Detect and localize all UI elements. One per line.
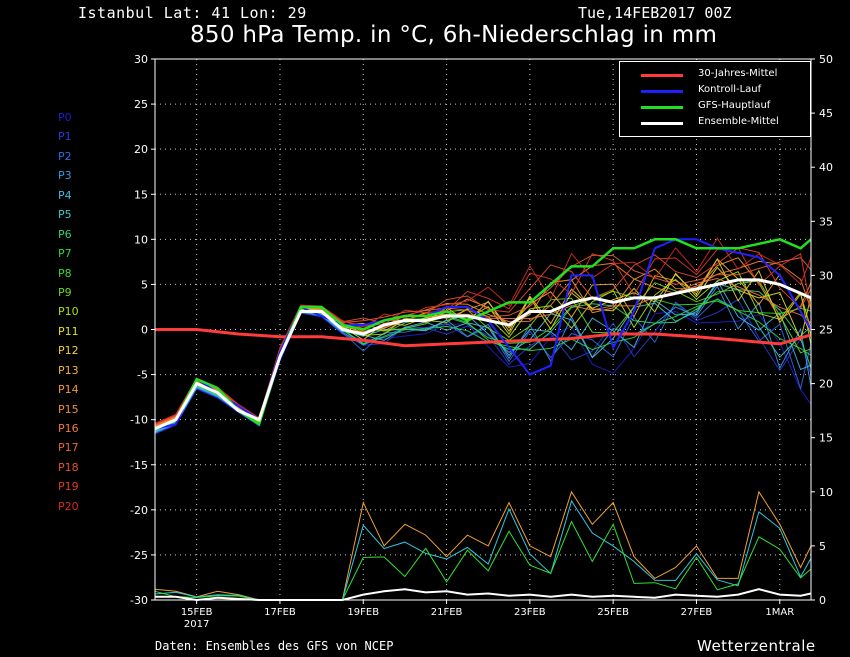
legend-label: Ensemble-Mittel (698, 116, 779, 127)
member-label: P1 (58, 130, 72, 144)
member-line-p11 (154, 266, 812, 429)
x-tick-label: 21FEB (431, 607, 463, 618)
y2-tick-label: 35 (819, 215, 833, 228)
y2-tick-label: 20 (819, 378, 833, 391)
data-credit: Daten: Ensembles des GFS von NCEP (155, 639, 394, 653)
y-tick-label: -20 (130, 504, 148, 517)
x-tick-label: 27FEB (681, 607, 713, 618)
y-tick-label: -30 (130, 594, 148, 607)
legend-label: Kontroll-Lauf (698, 84, 762, 95)
member-list: P0 P1 P2 P3 P4 P5 P6 P7 P8 P9 P10 P11 P12 P13 P14 P15 P1… (58, 108, 79, 516)
x-tick-label: 19FEB (347, 607, 379, 618)
member-label: P18 (58, 460, 79, 474)
member-label: P14 (58, 383, 79, 397)
precip-max-line (154, 490, 812, 601)
legend-swatch (641, 122, 683, 125)
temperature-lines (154, 237, 812, 431)
x-tick-label: 17FEB (264, 607, 296, 618)
member-label: P15 (58, 402, 79, 416)
chart-title: 850 hPa Temp. in °C, 6h-Niederschlag in … (190, 22, 718, 48)
member-label: P16 (58, 422, 79, 435)
member-label: P17 (58, 441, 79, 455)
x-tick-label: 23FEB (514, 607, 546, 618)
legend-item-mean: Ensemble-Mittel (620, 115, 810, 131)
y-tick-label: -5 (137, 369, 148, 382)
y2-tick-label: 45 (819, 107, 833, 120)
member-label: P11 (58, 324, 79, 338)
member-label: P20 (58, 499, 79, 513)
y-tick-label: 5 (141, 278, 148, 291)
y-tick-label: -10 (130, 414, 148, 427)
legend-item-main: GFS-Hauptlauf (620, 99, 810, 115)
y-tick-label: 0 (141, 324, 148, 337)
y2-tick-label: 10 (819, 486, 833, 499)
member-label: P6 (58, 227, 72, 241)
precip-member-line (154, 520, 812, 601)
member-label: P13 (58, 363, 79, 377)
member-label: P7 (58, 247, 72, 261)
member-line-p17 (154, 254, 812, 426)
member-label: P0 (58, 111, 72, 124)
y-tick-label: 25 (134, 98, 148, 111)
legend-label: 30-Jahres-Mittel (698, 68, 778, 79)
run-time-label: Tue,14FEB2017 00Z (578, 4, 732, 22)
y-tick-label: -15 (130, 459, 148, 472)
y2-tick-label: 50 (819, 53, 833, 66)
member-label: P8 (58, 266, 72, 280)
legend-swatch (641, 90, 683, 93)
x-tick-label: 15FEB (181, 607, 213, 618)
y2-tick-label: 0 (819, 594, 826, 607)
location-label: Istanbul Lat: 41 Lon: 29 (78, 4, 307, 22)
member-label: P19 (58, 480, 79, 494)
ensemble-mean-line (154, 278, 812, 431)
y2-tick-label: 30 (819, 269, 833, 282)
member-line-p6 (154, 289, 812, 432)
legend-item-climate: 30-Jahres-Mittel (620, 67, 810, 83)
member-label: P5 (58, 208, 72, 222)
y2-tick-label: 15 (819, 432, 833, 445)
x-tick-sublabel: 2017 (184, 619, 209, 630)
member-label: P4 (58, 188, 72, 202)
y-tick-label: 10 (134, 233, 148, 246)
legend-swatch (641, 74, 683, 77)
x-tick-label: 25FEB (597, 607, 629, 618)
member-label: P12 (58, 344, 79, 358)
y-tick-label: 30 (134, 53, 148, 66)
precipitation-lines (154, 490, 812, 602)
member-label: P9 (58, 285, 72, 299)
y2-tick-label: 5 (819, 540, 826, 553)
axes: 302520151050-5-10-15-20-25-3050454035302… (130, 53, 833, 630)
legend: 30-Jahres-Mittel Kontroll-Lauf GFS-Hauptla… (619, 61, 811, 137)
y2-tick-label: 40 (819, 161, 833, 174)
brand-label: Wetterzentrale (697, 637, 816, 655)
climate-line (155, 328, 812, 348)
y-tick-label: 15 (134, 188, 148, 201)
legend-swatch (641, 106, 683, 109)
y-tick-label: 20 (134, 143, 148, 156)
member-label: P3 (58, 169, 72, 183)
precip-member-line (154, 499, 812, 601)
y-tick-label: -25 (130, 549, 148, 562)
legend-item-control: Kontroll-Lauf (620, 83, 810, 99)
member-line-p3 (154, 285, 812, 433)
y2-tick-label: 25 (819, 324, 833, 337)
member-label: P2 (58, 149, 72, 163)
legend-label: GFS-Hauptlauf (698, 100, 771, 111)
member-label: P10 (58, 305, 79, 319)
x-tick-label: 1MAR (765, 607, 794, 618)
